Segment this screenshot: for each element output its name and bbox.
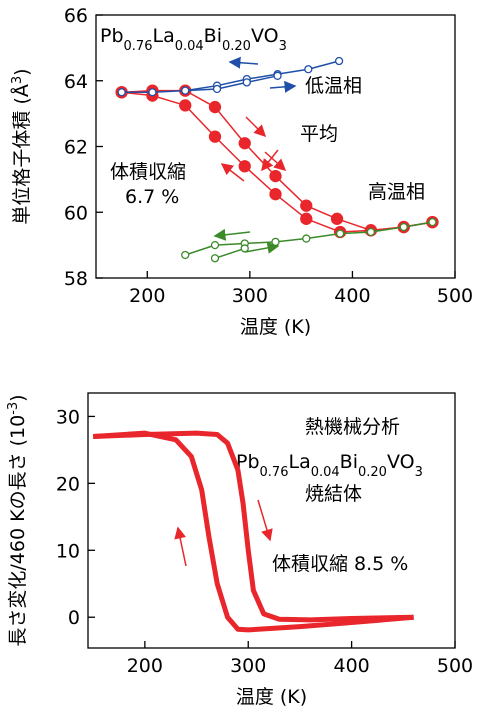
data-point [269, 188, 282, 201]
data-point [334, 56, 344, 66]
data-point [181, 250, 190, 260]
data-point [117, 88, 126, 97]
formula-part: VO [387, 451, 415, 473]
x-tick-label: 200 [129, 285, 165, 307]
formula-part: 0.04 [311, 465, 340, 480]
formula-part: La [288, 451, 310, 473]
arrow [220, 163, 245, 182]
y-tick-label: 30 [56, 406, 80, 428]
x-tick-label: 300 [232, 285, 268, 307]
formula-part: Pb [236, 451, 260, 473]
arrow [269, 80, 297, 93]
data-point [148, 88, 157, 97]
annotation: 高温相 [368, 181, 425, 203]
formula-part: 3 [279, 39, 287, 54]
y-axis-label: 長さ変化/460 Kの長さ (10-3) [6, 394, 30, 646]
arrow [213, 228, 251, 241]
formula-part: 3 [415, 465, 423, 480]
x-tick-label: 500 [437, 655, 473, 677]
data-point [399, 222, 408, 232]
y-axis-label-part: 3 [10, 76, 25, 84]
y-axis-label-part: ) [11, 68, 33, 75]
plot-frame [87, 392, 456, 649]
x-tick-label: 200 [127, 655, 163, 677]
series-line [185, 75, 278, 92]
formula-part: La [152, 25, 174, 47]
data-point [181, 86, 190, 95]
y-tick-label: 10 [56, 540, 80, 562]
x-tick-label: 400 [333, 655, 369, 677]
formula-part: Pb [100, 25, 124, 47]
formula-part: 0.76 [260, 465, 289, 480]
series-line [214, 247, 245, 259]
data-point [212, 84, 222, 94]
x-tick-label: 400 [334, 285, 370, 307]
data-point [208, 100, 222, 114]
series-line [121, 60, 340, 94]
y-axis-label-part: 長さ変化/460 Kの長さ (10 [7, 415, 29, 647]
data-point [238, 137, 251, 150]
data-point [242, 78, 251, 87]
data-point [240, 244, 249, 253]
data-point [238, 160, 251, 173]
data-point [366, 227, 376, 237]
formula-part: Bi [340, 451, 358, 473]
annotation: 6.7 % [125, 186, 179, 208]
data-point [335, 229, 345, 238]
data-point [269, 169, 282, 183]
data-point [208, 130, 222, 143]
data-point [179, 99, 192, 112]
y-axis-label-part: 単位格子体積 (Å [10, 84, 33, 224]
data-point [428, 217, 437, 227]
x-axis-label: 温度 (K) [240, 316, 311, 338]
data-point [210, 254, 220, 263]
x-tick-label: 500 [437, 285, 473, 307]
y-tick-label: 58 [64, 268, 88, 290]
formula-part: Bi [204, 25, 222, 47]
data-point [300, 199, 313, 212]
y-tick-label: 0 [68, 607, 80, 629]
data-point [330, 212, 344, 225]
data-point [210, 240, 220, 250]
formula-part: 0.76 [124, 39, 153, 54]
formula: Pb0.76La0.04Bi0.20VO3 [236, 451, 423, 480]
x-tick-label: 300 [230, 655, 266, 677]
formula-part: 0.20 [358, 465, 387, 480]
data-point [304, 65, 313, 74]
data-point [302, 234, 311, 243]
annotation: 体積収縮 [110, 161, 186, 183]
arrow [257, 499, 273, 542]
annotation: 熱機械分析 [305, 416, 400, 438]
series-line [93, 430, 414, 623]
annotation: 低温相 [305, 75, 362, 97]
y-tick-label: 60 [64, 202, 88, 224]
arrow [245, 116, 267, 138]
y-axis-label-part: -3 [6, 402, 21, 415]
y-tick-label: 66 [64, 5, 88, 27]
formula: Pb0.76La0.04Bi0.20VO3 [100, 25, 287, 54]
formula-part: 0.04 [175, 39, 204, 54]
arrow [174, 526, 187, 567]
y-axis-label: 単位格子体積 (Å3) [10, 68, 34, 224]
x-axis-label: 温度 (K) [236, 686, 307, 708]
formula-part: 0.20 [222, 39, 251, 54]
arrow [244, 241, 280, 254]
data-point [273, 71, 282, 80]
arrow [264, 151, 287, 172]
arrow [228, 56, 259, 69]
data-point [271, 237, 280, 246]
y-axis-label-part: ) [7, 394, 29, 401]
annotation: 焼結体 [305, 483, 362, 505]
data-point [300, 212, 313, 225]
arrow [261, 149, 279, 172]
y-tick-label: 64 [64, 71, 88, 93]
y-tick-label: 62 [64, 137, 88, 159]
y-tick-label: 20 [56, 473, 80, 495]
annotation: 平均 [300, 123, 338, 145]
annotation: 体積収縮 8.5 % [272, 553, 408, 575]
series-line [93, 430, 414, 633]
formula-part: VO [251, 25, 279, 47]
